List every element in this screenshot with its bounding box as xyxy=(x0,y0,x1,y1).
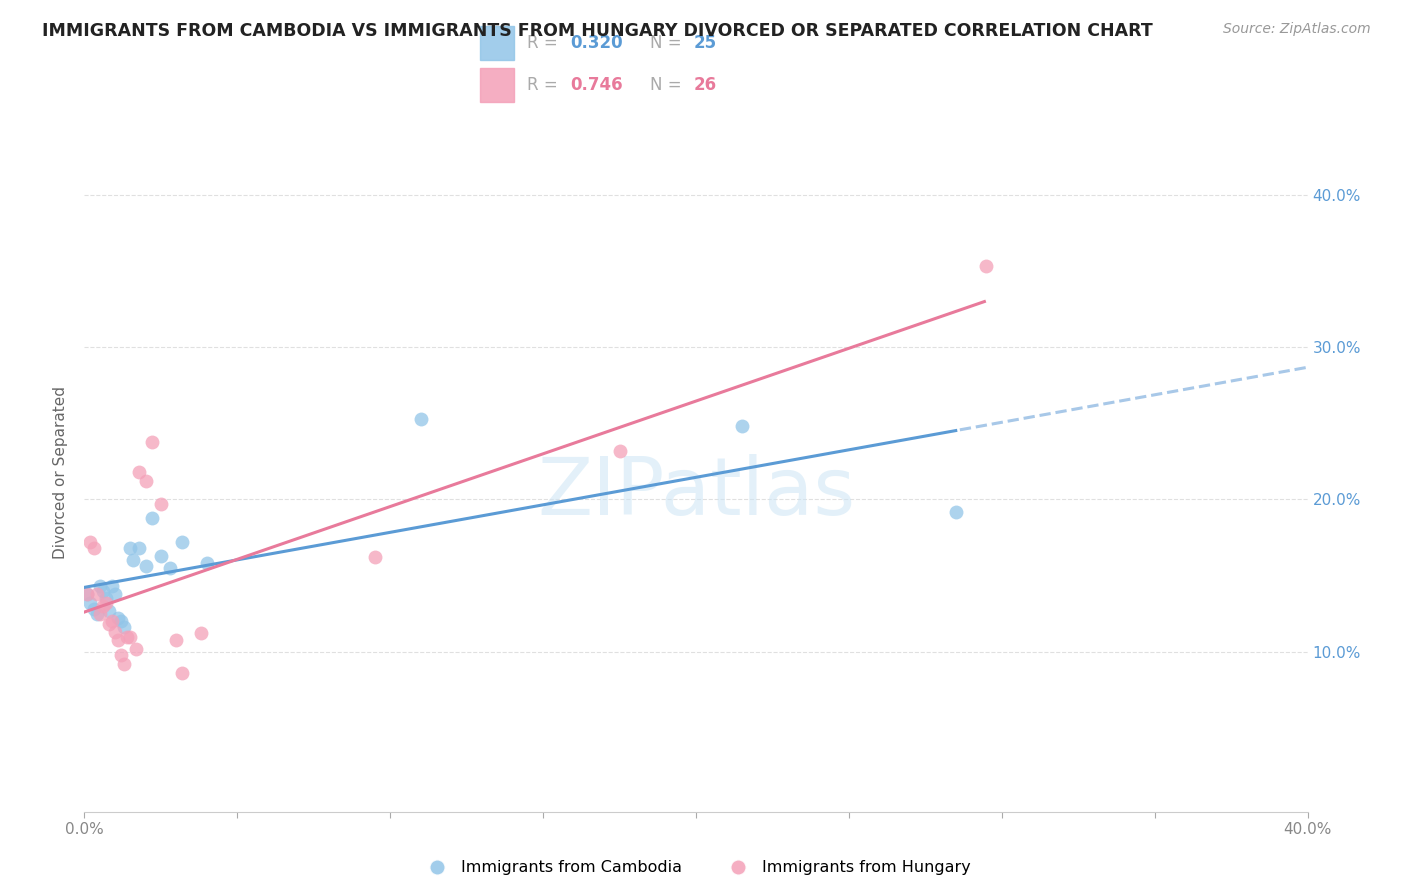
Point xyxy=(110,615,132,629)
Point xyxy=(609,443,631,458)
Point xyxy=(101,615,124,629)
Text: N =: N = xyxy=(651,77,688,95)
Point xyxy=(135,474,157,488)
Text: Source: ZipAtlas.com: Source: ZipAtlas.com xyxy=(1223,22,1371,37)
Point xyxy=(172,535,194,549)
Point xyxy=(159,561,181,575)
Legend: Immigrants from Cambodia, Immigrants from Hungary: Immigrants from Cambodia, Immigrants fro… xyxy=(415,854,977,881)
Text: ZIPatlas: ZIPatlas xyxy=(537,454,855,533)
Point xyxy=(731,419,754,434)
Text: R =: R = xyxy=(527,77,562,95)
Point xyxy=(172,666,194,681)
Point xyxy=(83,541,105,556)
Point xyxy=(149,549,172,563)
Point xyxy=(141,510,163,524)
Point xyxy=(409,411,432,425)
Point xyxy=(107,632,129,647)
Point xyxy=(122,553,145,567)
Point xyxy=(128,541,150,556)
Point xyxy=(76,587,98,601)
Point xyxy=(97,604,120,618)
Point xyxy=(120,541,142,556)
Point xyxy=(125,641,148,656)
Point xyxy=(165,632,187,647)
Point xyxy=(110,648,132,662)
Point xyxy=(94,591,117,606)
Point xyxy=(97,617,120,632)
Point xyxy=(976,260,998,274)
Y-axis label: Divorced or Separated: Divorced or Separated xyxy=(53,386,69,559)
Point xyxy=(190,626,212,640)
Point xyxy=(107,611,129,625)
Point xyxy=(120,630,142,644)
Point xyxy=(89,579,111,593)
Point xyxy=(91,599,114,613)
Text: 0.746: 0.746 xyxy=(569,77,623,95)
Point xyxy=(86,607,108,621)
Point xyxy=(128,465,150,479)
Point xyxy=(83,602,105,616)
Text: 0.320: 0.320 xyxy=(569,34,623,52)
Point xyxy=(79,535,101,549)
Point xyxy=(101,579,124,593)
Point xyxy=(86,587,108,601)
Point xyxy=(149,497,172,511)
Bar xyxy=(481,26,515,60)
Point xyxy=(141,434,163,449)
Point xyxy=(945,505,967,519)
Point xyxy=(94,596,117,610)
Point xyxy=(115,630,138,644)
Point xyxy=(135,559,157,574)
Point xyxy=(364,550,387,565)
Point xyxy=(89,607,111,621)
Text: 25: 25 xyxy=(693,34,717,52)
Point xyxy=(112,620,135,634)
Point xyxy=(112,657,135,671)
Point xyxy=(104,624,127,639)
Point xyxy=(91,583,114,598)
Point xyxy=(79,596,101,610)
Bar xyxy=(481,69,515,103)
Point xyxy=(76,587,98,601)
Text: N =: N = xyxy=(651,34,688,52)
Text: IMMIGRANTS FROM CAMBODIA VS IMMIGRANTS FROM HUNGARY DIVORCED OR SEPARATED CORREL: IMMIGRANTS FROM CAMBODIA VS IMMIGRANTS F… xyxy=(42,22,1153,40)
Text: 26: 26 xyxy=(693,77,717,95)
Point xyxy=(195,557,218,571)
Text: R =: R = xyxy=(527,34,562,52)
Point xyxy=(104,587,127,601)
